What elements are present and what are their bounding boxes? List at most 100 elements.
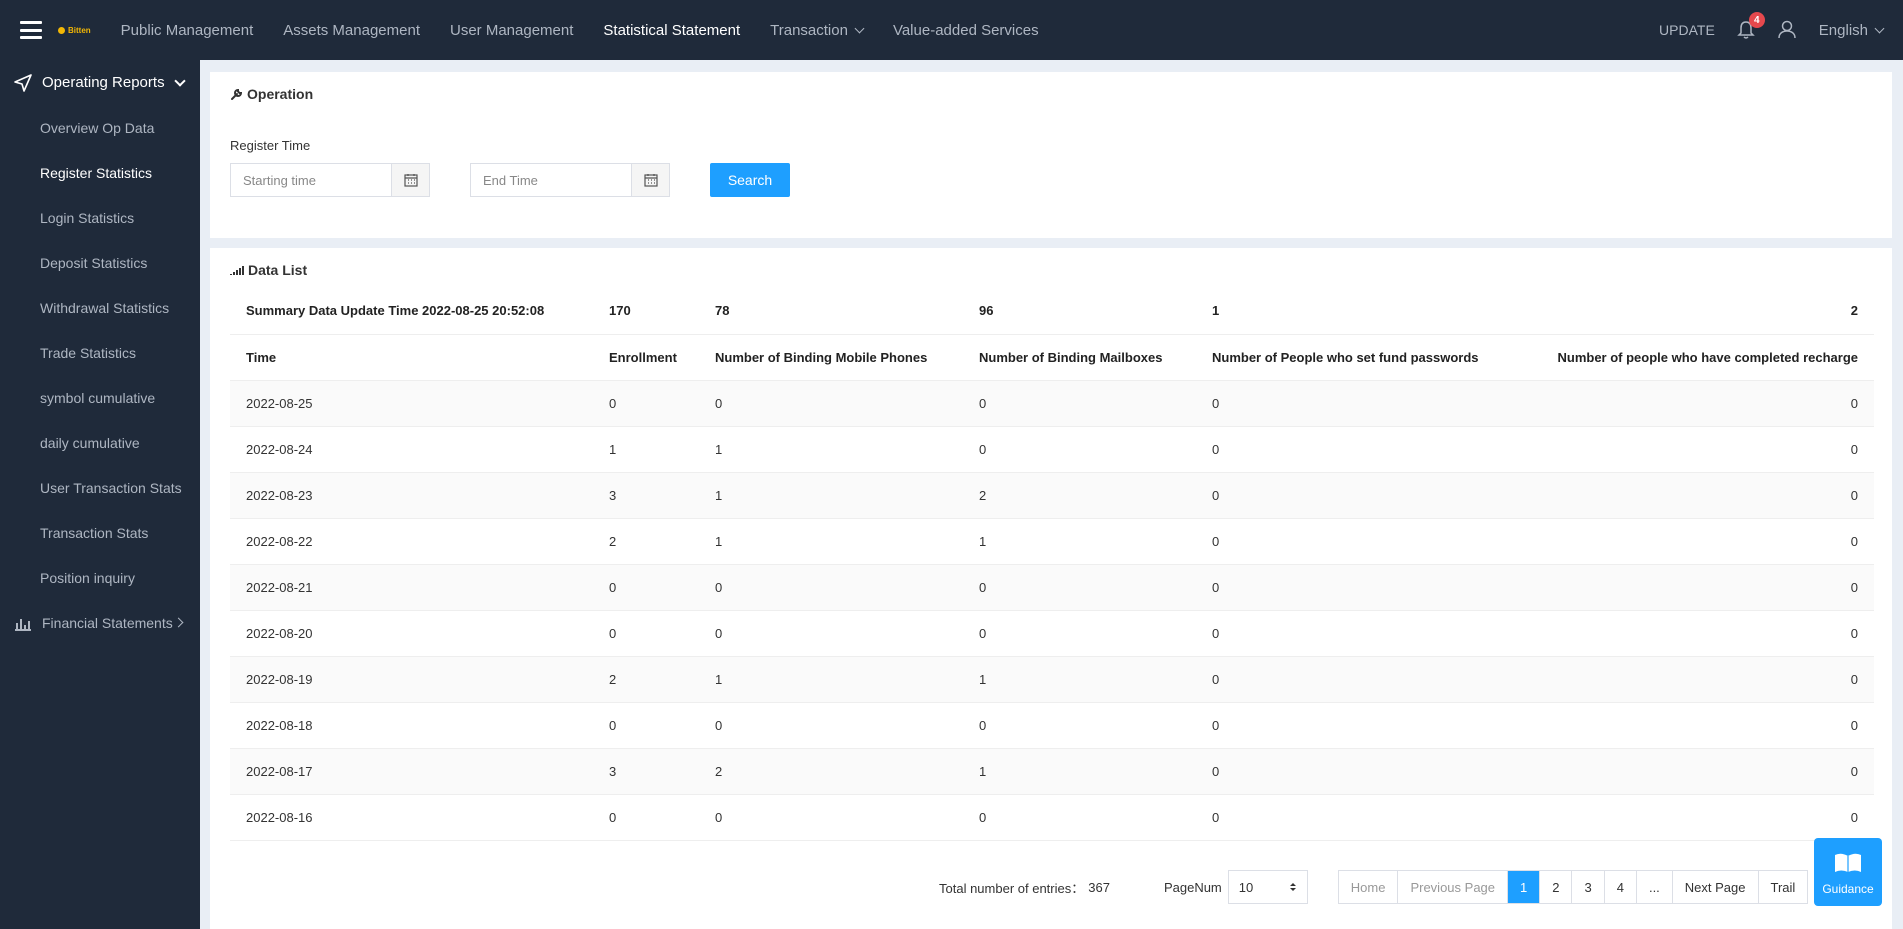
chevron-right-icon [173,617,184,628]
cell-time: 2022-08-18 [230,702,593,749]
top-bar: Bitten Public Management Assets Manageme… [0,0,1903,60]
cell-enrollment: 1 [593,426,699,473]
search-button[interactable]: Search [710,163,790,197]
sidebar-item-trade-statistics[interactable]: Trade Statistics [40,344,136,361]
data-list-panel: Data List Summary Data Update Time 2022-… [210,248,1892,929]
cell-enrollment: 0 [593,610,699,657]
pagenum-label: PageNum [1163,879,1222,895]
top-nav: Public Management Assets Management User… [121,0,1069,60]
sidebar-item-deposit-statistics[interactable]: Deposit Statistics [40,254,148,271]
cell-mobile: 0 [699,794,963,841]
summary-enrollment: 170 [593,288,699,335]
start-time-field[interactable] [230,163,430,197]
page-prev-button[interactable]: Previous Page [1398,871,1509,903]
cell-mailbox: 0 [963,564,1196,611]
sidebar-item-withdrawal-statistics[interactable]: Withdrawal Statistics [40,299,170,316]
cell-mobile: 1 [699,472,963,519]
summary-mailbox: 96 [963,288,1196,335]
sidebar-group-operating-reports[interactable]: Operating Reports [0,60,200,105]
cell-recharge: 0 [1518,380,1874,427]
sidebar-item-user-transaction-stats[interactable]: User Transaction Stats [40,479,182,496]
nav-assets-management[interactable]: Assets Management [283,21,420,39]
end-time-input[interactable] [471,164,631,196]
summary-recharge: 2 [1518,288,1874,335]
page-button-3[interactable]: 3 [1572,871,1605,903]
menu-toggle-icon[interactable] [20,21,42,39]
cell-enrollment: 0 [593,794,699,841]
nav-user-management[interactable]: User Management [450,21,574,39]
cell-mailbox: 1 [963,518,1196,565]
col-enrollment: Enrollment [593,334,699,381]
summary-row: Summary Data Update Time 2022-08-25 20:5… [230,288,1874,335]
page-trail-button[interactable]: Trail [1770,879,1796,895]
cell-recharge: 0 [1518,702,1874,749]
cell-time: 2022-08-24 [230,426,593,473]
table-row: 2022-08-17 3 2 1 0 0 [230,748,1874,795]
page-button-2[interactable]: 2 [1540,871,1573,903]
cell-mailbox: 0 [963,702,1196,749]
data-table: Summary Data Update Time 2022-08-25 20:5… [230,288,1874,841]
table-row: 2022-08-23 3 1 2 0 0 [230,472,1874,519]
cell-mobile: 0 [699,610,963,657]
cell-mobile: 0 [699,380,963,427]
cell-mailbox: 1 [963,748,1196,795]
sidebar-item-daily-cumulative[interactable]: daily cumulative [40,434,140,451]
calendar-icon[interactable] [391,164,429,196]
chevron-down-icon [174,74,186,87]
cell-time: 2022-08-25 [230,380,593,427]
data-list-title: Data List [230,262,307,278]
data-table-wrap: Summary Data Update Time 2022-08-25 20:5… [230,288,1874,841]
calendar-icon[interactable] [631,164,669,196]
cell-fund-pwd: 0 [1196,564,1518,611]
end-time-field[interactable] [470,163,670,197]
sidebar-group-financial-statements[interactable]: Financial Statements [0,600,200,645]
sidebar-item-symbol-cumulative[interactable]: symbol cumulative [40,389,156,406]
pagination: Total number of entries： 367 PageNum 10 … [939,870,1809,904]
nav-statistical-statement[interactable]: Statistical Statement [603,21,741,39]
cell-fund-pwd: 0 [1196,656,1518,703]
table-row: 2022-08-19 2 1 1 0 0 [230,656,1874,703]
logo[interactable]: Bitten [58,26,91,35]
cell-mailbox: 0 [963,426,1196,473]
cell-mobile: 1 [699,656,963,703]
sort-arrows-icon [1289,883,1296,891]
cell-mobile: 1 [699,426,963,473]
col-mailbox: Number of Binding Mailboxes [963,334,1196,381]
update-button[interactable]: UPDATE [1659,22,1715,38]
sidebar: Operating Reports Overview Op Data Regis… [0,60,200,929]
sidebar-item-register-statistics[interactable]: Register Statistics [40,164,153,181]
cell-mailbox: 0 [963,794,1196,841]
col-fund-pwd: Number of People who set fund passwords [1196,334,1518,381]
guidance-button[interactable]: Guidance [1814,838,1882,906]
summary-mobile: 78 [699,288,963,335]
notification-bell-icon[interactable]: 4 [1736,12,1765,40]
chevron-down-icon [1874,23,1885,33]
language-selector[interactable]: English [1819,22,1885,39]
sidebar-item-transaction-stats[interactable]: Transaction Stats [40,524,149,541]
cell-mobile: 0 [699,702,963,749]
nav-public-management[interactable]: Public Management [120,21,254,39]
table-row: 2022-08-20 0 0 0 0 0 [230,610,1874,657]
page-links: Home Previous Page 1 2 3 4 ... Next Page… [1337,870,1809,904]
cell-enrollment: 3 [593,472,699,519]
user-icon[interactable] [1777,19,1797,42]
page-size-select[interactable]: 10 [1227,870,1308,904]
table-row: 2022-08-24 1 1 0 0 0 [230,426,1874,473]
page-next-button[interactable]: Next Page [1673,871,1759,903]
page-button-4[interactable]: 4 [1605,871,1637,903]
start-time-input[interactable] [231,164,391,196]
sidebar-item-overview-op-data[interactable]: Overview Op Data [40,119,155,136]
cell-enrollment: 0 [593,380,699,427]
sidebar-item-position-inquiry[interactable]: Position inquiry [40,569,135,586]
cell-time: 2022-08-16 [230,794,593,841]
sidebar-item-login-statistics[interactable]: Login Statistics [40,209,135,226]
cell-enrollment: 0 [593,702,699,749]
page-button-1[interactable]: 1 [1508,871,1541,903]
cell-recharge: 0 [1518,518,1874,565]
cell-fund-pwd: 0 [1196,748,1518,795]
nav-transaction[interactable]: Transaction [770,22,865,39]
nav-value-added-services[interactable]: Value-added Services [892,21,1039,39]
cell-recharge: 0 [1518,610,1874,657]
page-home-button[interactable]: Home [1339,871,1399,903]
cell-mailbox: 1 [963,656,1196,703]
